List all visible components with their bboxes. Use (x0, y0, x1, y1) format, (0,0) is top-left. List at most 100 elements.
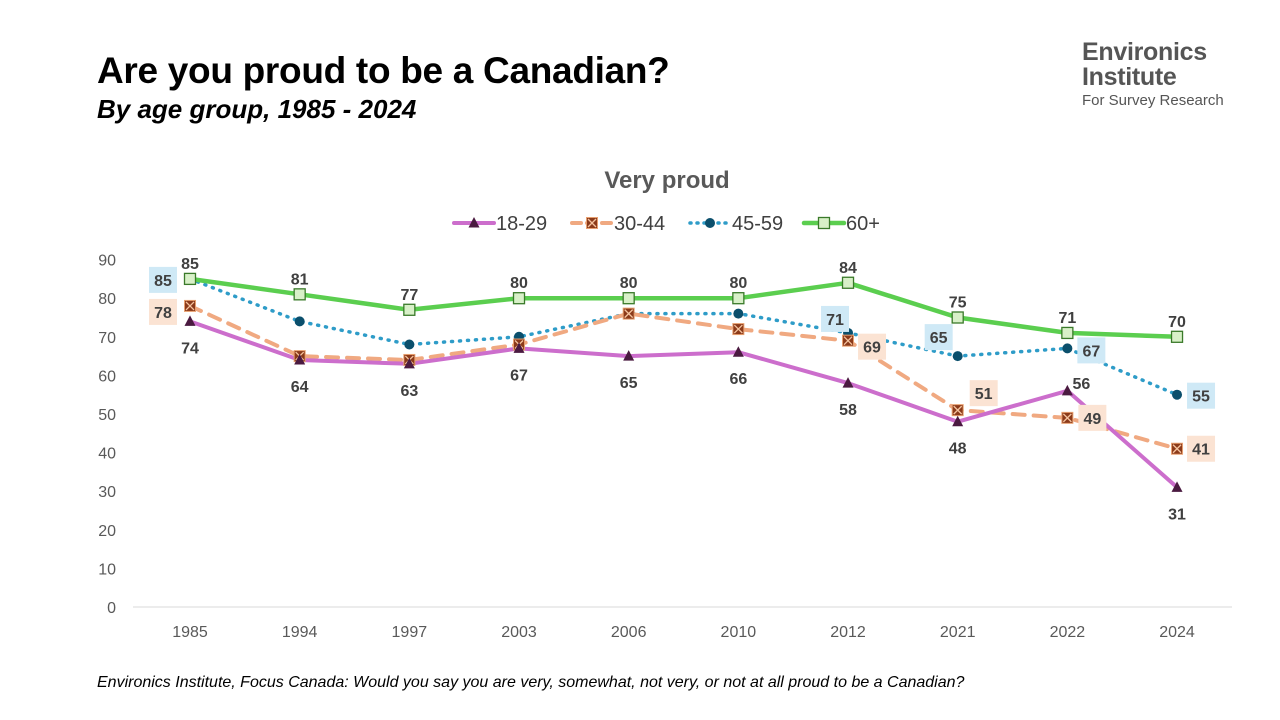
y-tick-label: 60 (98, 368, 116, 385)
data-label-text: 41 (1192, 442, 1210, 459)
data-label-box (969, 380, 998, 407)
marker-60-plus (841, 276, 855, 289)
data-label-60-plus: 77 (400, 287, 418, 304)
data-label-30-44: 49 (1078, 404, 1107, 431)
data-label-60-plus: 81 (291, 271, 309, 288)
data-label-text: 85 (181, 256, 199, 273)
data-label-text: 85 (154, 273, 172, 290)
data-label-30-44: 51 (969, 380, 998, 407)
y-tick-label: 80 (98, 291, 116, 308)
y-tick-label: 40 (98, 446, 116, 463)
chart-title: Very proud (604, 167, 729, 194)
data-label-45-59: 65 (924, 324, 953, 351)
marker-60-plus (1170, 330, 1184, 343)
marker-18-29 (623, 350, 635, 361)
marker-30-44-cross (1172, 444, 1182, 454)
data-label-text: 48 (949, 441, 967, 458)
data-label-60-plus: 80 (620, 275, 638, 292)
data-label-text: 55 (1192, 389, 1210, 406)
marker-18-29 (403, 357, 415, 369)
legend: 18-29 30-44 45-59 60+ (452, 213, 880, 235)
data-label-text: 77 (400, 287, 418, 304)
marker-60-plus (732, 292, 745, 305)
legend-label: 30-44 (614, 213, 665, 235)
data-label-box (1187, 435, 1216, 462)
data-label-18-29: 64 (291, 379, 309, 396)
data-label-text: 67 (510, 367, 528, 384)
data-label-60-plus: 80 (510, 275, 528, 292)
x-tick-label: 2012 (830, 624, 866, 641)
data-label-18-29: 63 (400, 383, 418, 400)
data-label-box (858, 333, 887, 360)
x-tick-label: 1994 (282, 624, 318, 641)
data-label-18-29: 48 (949, 441, 967, 458)
logo-line-1: Environics (1082, 38, 1207, 66)
data-label-text: 58 (839, 402, 857, 419)
marker-30-44-cross (624, 309, 634, 319)
marker-18-29 (468, 217, 480, 228)
x-tick-label: 2006 (611, 624, 647, 641)
x-tick-label: 2003 (501, 624, 537, 641)
y-tick-label: 0 (107, 600, 116, 617)
legend-item-60-plus: 60+ (801, 213, 880, 235)
y-tick-label: 30 (98, 484, 116, 501)
y-tick-label: 90 (98, 253, 116, 270)
data-label-text: 65 (930, 330, 948, 347)
marker-60-plus (951, 311, 964, 324)
marker-18-29 (513, 342, 525, 353)
legend-item-30-44: 30-44 (570, 213, 665, 235)
legend-item-18-29: 18-29 (452, 213, 547, 235)
data-label-text: 74 (181, 340, 199, 357)
data-label-18-29: 31 (1168, 506, 1186, 523)
data-label-text: 51 (975, 386, 993, 403)
y-tick-label: 20 (98, 523, 116, 540)
data-label-text: 81 (291, 271, 309, 288)
data-label-60-plus: 85 (181, 256, 199, 273)
marker-45-59 (404, 339, 415, 350)
data-label-box (1077, 337, 1106, 364)
legend-label: 45-59 (732, 213, 783, 235)
marker-60-plus (183, 272, 197, 286)
marker-45-59 (952, 351, 963, 362)
data-label-18-29: 58 (839, 402, 857, 419)
data-label-60-plus: 71 (1058, 310, 1076, 327)
data-label-text: 49 (1083, 411, 1101, 428)
data-label-30-44: 69 (858, 333, 887, 360)
marker-60-plus (512, 292, 526, 305)
series-markers (183, 272, 1184, 492)
data-label-text: 66 (729, 371, 747, 388)
y-tick-label: 50 (98, 407, 116, 424)
marker-18-29 (732, 346, 744, 357)
marker-18-29 (184, 315, 196, 326)
data-label-text: 75 (949, 295, 967, 312)
series-line-30-44 (188, 303, 1179, 451)
data-label-text: 80 (729, 275, 747, 292)
data-labels: 74 64 63 67 65 66 58 48 56 31 78 69 51 49 41 85 71 65 67 55… (149, 256, 1216, 523)
x-tick-label: 1985 (172, 624, 208, 641)
data-label-60-plus: 75 (949, 295, 967, 312)
data-label-text: 31 (1168, 506, 1186, 523)
data-label-45-59: 55 (1187, 382, 1216, 409)
data-label-18-29: 56 (1072, 376, 1090, 393)
legend-label: 60+ (846, 213, 880, 235)
marker-45-59 (733, 308, 744, 319)
x-tick-label: 1997 (392, 624, 428, 641)
y-tick-label: 10 (98, 561, 116, 578)
data-label-text: 71 (1058, 310, 1076, 327)
data-label-text: 56 (1072, 376, 1090, 393)
page-subtitle: By age group, 1985 - 2024 (97, 94, 417, 124)
marker-60-plus (622, 292, 635, 305)
data-label-text: 67 (1082, 343, 1100, 360)
axis-area: 0 10 20 30 40 50 60 70 80 90 1985 1994 1997 2003 2006 2… (98, 253, 1232, 641)
marker-30-44-cross (953, 405, 963, 415)
data-label-text: 84 (839, 260, 857, 277)
marker-18-29 (1061, 384, 1073, 396)
series-line-18-29 (188, 319, 1179, 490)
data-label-18-29: 74 (181, 340, 199, 357)
data-label-45-59: 67 (1077, 337, 1106, 364)
data-label-45-59: 85 (149, 266, 177, 293)
data-label-text: 71 (826, 312, 844, 329)
data-label-60-plus: 70 (1168, 314, 1186, 331)
marker-30-44-cross (843, 336, 853, 346)
